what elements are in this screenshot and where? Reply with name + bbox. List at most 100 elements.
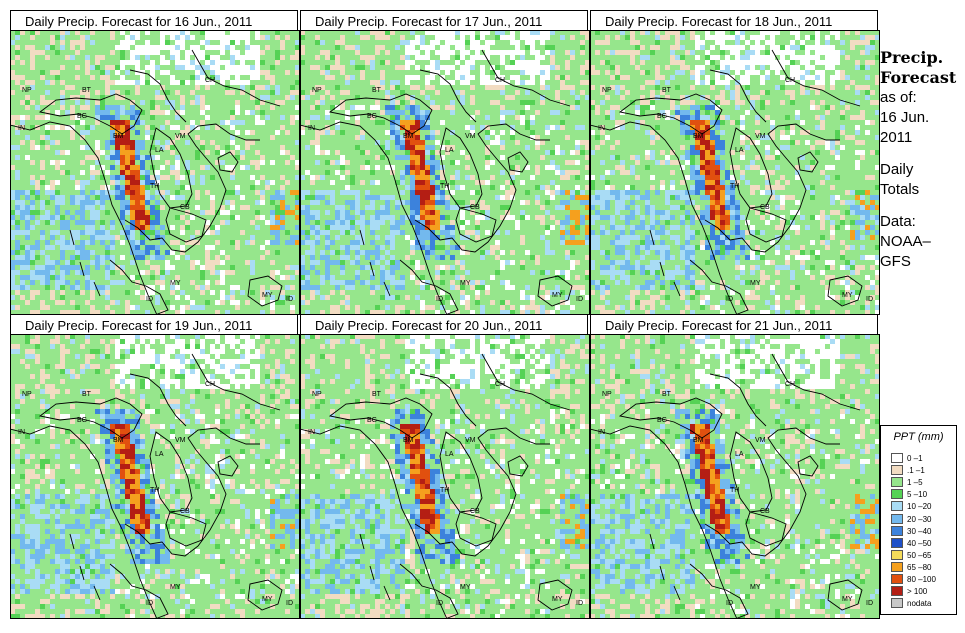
country-label: BG <box>657 417 667 424</box>
country-label: VM <box>755 133 766 140</box>
country-label: CH <box>785 77 795 84</box>
legend-item: 20 –30 <box>891 513 932 525</box>
boundary-line <box>165 511 207 547</box>
heading-line-2: Forecast <box>880 68 957 87</box>
boundary-line <box>217 455 239 477</box>
legend-label: nodata <box>907 599 932 609</box>
legend-swatch <box>891 561 903 572</box>
boundary-line <box>455 207 497 243</box>
map-panel-3: Daily Precip. Forecast for 18 Jun., 2011… <box>590 10 880 315</box>
country-label: BT <box>662 391 672 398</box>
country-label: CH <box>495 381 505 388</box>
legend-swatch <box>891 477 903 488</box>
boundaries <box>590 353 863 619</box>
country-label: LA <box>445 147 454 154</box>
country-label: MY <box>262 596 273 603</box>
country-label: CB <box>180 508 190 515</box>
legend-title: PPT (mm) <box>893 431 944 443</box>
country-label: VM <box>465 437 476 444</box>
boundary-line <box>129 69 187 123</box>
panel-title: Daily Precip. Forecast for 21 Jun., 2011 <box>590 314 878 335</box>
country-label: IN <box>598 429 605 436</box>
boundary-line <box>439 127 483 209</box>
map-frame <box>300 334 590 619</box>
country-label: LA <box>735 147 744 154</box>
boundary-line <box>217 151 239 173</box>
boundary-line <box>649 229 681 297</box>
boundary-line <box>797 151 819 173</box>
country-label: TH <box>150 183 159 190</box>
data-source-2: GFS <box>880 253 911 270</box>
legend-label: 10 –20 <box>907 502 932 512</box>
country-label: VM <box>465 133 476 140</box>
country-label: BM <box>693 133 704 140</box>
panel-title: Daily Precip. Forecast for 19 Jun., 2011 <box>10 314 298 335</box>
legend-swatch <box>891 453 903 463</box>
precip-field: NP BT IN BG BM CH VM LA TH CB MY ID MY ID <box>300 334 590 619</box>
boundary-line <box>165 207 207 243</box>
boundary-line <box>300 425 448 619</box>
country-labels: NP BT IN BG BM CH VM LA TH CB MY ID MY ID <box>18 381 293 607</box>
boundary-line <box>109 563 169 619</box>
boundary-line <box>124 123 260 253</box>
map-panel-5: Daily Precip. Forecast for 20 Jun., 2011… <box>300 314 590 619</box>
country-label: ID <box>866 600 873 607</box>
country-label: BT <box>662 87 672 94</box>
boundary-line <box>771 353 861 411</box>
boundary-line <box>38 93 143 135</box>
legend-label: 40 –50 <box>907 538 932 548</box>
country-label: MY <box>552 292 563 299</box>
country-label: BG <box>657 113 667 120</box>
boundaries <box>10 49 283 315</box>
boundary-line <box>729 431 773 513</box>
country-label: VM <box>755 437 766 444</box>
boundary-line <box>10 121 158 315</box>
boundary-line <box>191 353 281 411</box>
boundary-line <box>797 455 819 477</box>
boundary-line <box>69 229 101 297</box>
legend-label: > 100 <box>907 587 928 597</box>
precip-map: NP BT IN BG BM CH VM LA TH CB MY ID MY ID <box>300 334 590 619</box>
country-label: BT <box>82 87 92 94</box>
precip-field: NP BT IN BG BM CH VM LA TH CB MY ID MY ID <box>10 334 300 619</box>
country-label: ID <box>286 296 293 303</box>
boundary-line <box>537 579 573 611</box>
asof-year: 2011 <box>880 129 913 146</box>
legend-item: 5 –10 <box>891 489 927 500</box>
legend-label: 20 –30 <box>907 514 932 524</box>
precip-field: NP BT IN BG BM CH VM LA TH CB MY ID MY ID <box>590 334 880 619</box>
boundary-line <box>38 397 143 439</box>
country-label: LA <box>735 451 744 458</box>
country-label: VM <box>175 437 186 444</box>
country-label: TH <box>730 183 739 190</box>
boundary-line <box>649 533 681 601</box>
map-frame <box>590 334 880 619</box>
country-label: LA <box>155 147 164 154</box>
country-labels: NP BT IN BG BM CH VM LA TH CB MY ID MY ID <box>308 381 583 607</box>
asof-date: 16 Jun. <box>880 109 930 126</box>
map-frame <box>10 334 300 619</box>
country-label: MY <box>460 280 471 287</box>
boundary-line <box>537 275 573 307</box>
boundaries <box>10 353 283 619</box>
country-label: MY <box>750 280 761 287</box>
precip-cells <box>10 334 300 619</box>
country-label: CH <box>205 381 215 388</box>
boundary-line <box>191 49 281 107</box>
country-label: ID <box>726 600 733 607</box>
precip-cells <box>300 30 590 315</box>
country-label: IN <box>18 125 25 132</box>
legend-item: 65 –80 <box>891 561 931 573</box>
country-label: BM <box>113 133 124 140</box>
country-label: CB <box>180 204 190 211</box>
legend-swatch <box>891 525 903 536</box>
precip-field: NP BT IN BG BM CH VM LA TH CB MY ID MY ID <box>590 30 880 315</box>
map-panel-1: Daily Precip. Forecast for 16 Jun., 2011… <box>10 10 300 315</box>
country-label: BG <box>77 113 87 120</box>
country-label: BM <box>403 133 414 140</box>
legend-item: 0 –1 <box>891 453 923 464</box>
country-label: ID <box>436 296 443 303</box>
boundaries <box>590 49 863 315</box>
country-label: MY <box>170 584 181 591</box>
country-label: VM <box>175 133 186 140</box>
